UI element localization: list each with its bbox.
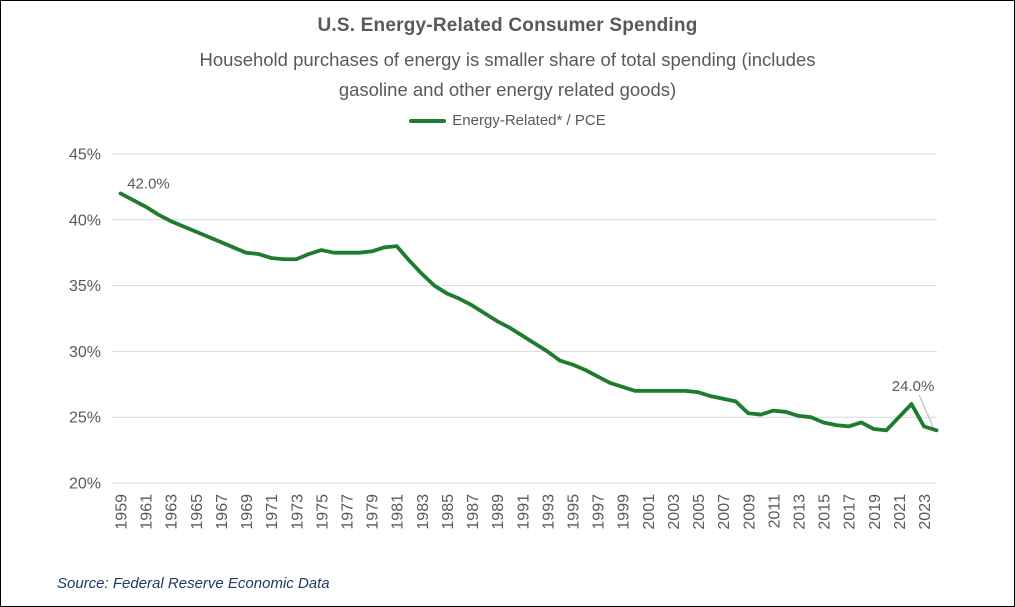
- chart-subtitle: Household purchases of energy is smaller…: [199, 49, 816, 100]
- x-tick-label: 1985: [440, 494, 457, 530]
- legend: Energy-Related* / PCE: [1, 112, 1014, 129]
- source-note: Source: Federal Reserve Economic Data: [57, 575, 330, 592]
- x-tick-label: 1979: [365, 494, 382, 530]
- x-tick-label: 1983: [415, 494, 432, 530]
- x-tick-label: 1969: [239, 494, 256, 530]
- x-tick-label: 1989: [490, 494, 507, 530]
- x-tick-label: 2009: [741, 494, 758, 530]
- point-data-label: 42.0%: [127, 175, 170, 192]
- point-data-label: 24.0%: [892, 378, 935, 395]
- x-tick-label: 1981: [390, 494, 407, 530]
- x-tick-label: 2013: [791, 494, 808, 530]
- label-leader-line: [918, 394, 934, 428]
- y-tick-label: 20%: [69, 476, 101, 493]
- x-tick-label: 2007: [716, 494, 733, 530]
- x-tick-label: 1963: [164, 494, 181, 530]
- legend-label: Energy-Related* / PCE: [452, 112, 606, 129]
- x-tick-label: 1971: [264, 494, 281, 530]
- y-tick-label: 45%: [69, 147, 101, 164]
- y-tick-label: 30%: [69, 344, 101, 361]
- x-tick-label: 1997: [591, 494, 608, 530]
- x-tick-label: 2005: [691, 494, 708, 530]
- x-tick-label: 2017: [842, 494, 859, 530]
- x-tick-label: 2011: [766, 494, 783, 529]
- legend-line-marker-icon: [409, 118, 447, 123]
- x-tick-label: 1995: [565, 494, 582, 530]
- x-tick-label: 2021: [892, 494, 909, 530]
- x-tick-label: 1977: [339, 494, 356, 530]
- x-tick-label: 1993: [540, 494, 557, 530]
- x-tick-label: 1999: [616, 494, 633, 530]
- x-tick-label: 1967: [214, 494, 231, 530]
- x-tick-label: 2023: [917, 494, 934, 530]
- x-tick-label: 1973: [289, 494, 306, 530]
- y-tick-label: 25%: [69, 410, 101, 427]
- x-tick-label: 1975: [314, 494, 331, 530]
- x-tick-label: 1991: [515, 494, 532, 530]
- x-tick-label: 1961: [139, 494, 156, 530]
- y-tick-label: 40%: [69, 212, 101, 229]
- x-tick-label: 1965: [189, 494, 206, 530]
- x-tick-label: 1959: [114, 494, 131, 530]
- x-tick-label: 2015: [817, 494, 834, 530]
- y-tick-label: 35%: [69, 278, 101, 295]
- series-line: [118, 191, 939, 433]
- x-tick-label: 2003: [666, 494, 683, 530]
- x-tick-label: 2019: [867, 494, 884, 530]
- chart-title: U.S. Energy-Related Consumer Spending: [317, 15, 698, 36]
- x-tick-label: 1987: [465, 494, 482, 530]
- x-tick-label: 2001: [641, 494, 658, 530]
